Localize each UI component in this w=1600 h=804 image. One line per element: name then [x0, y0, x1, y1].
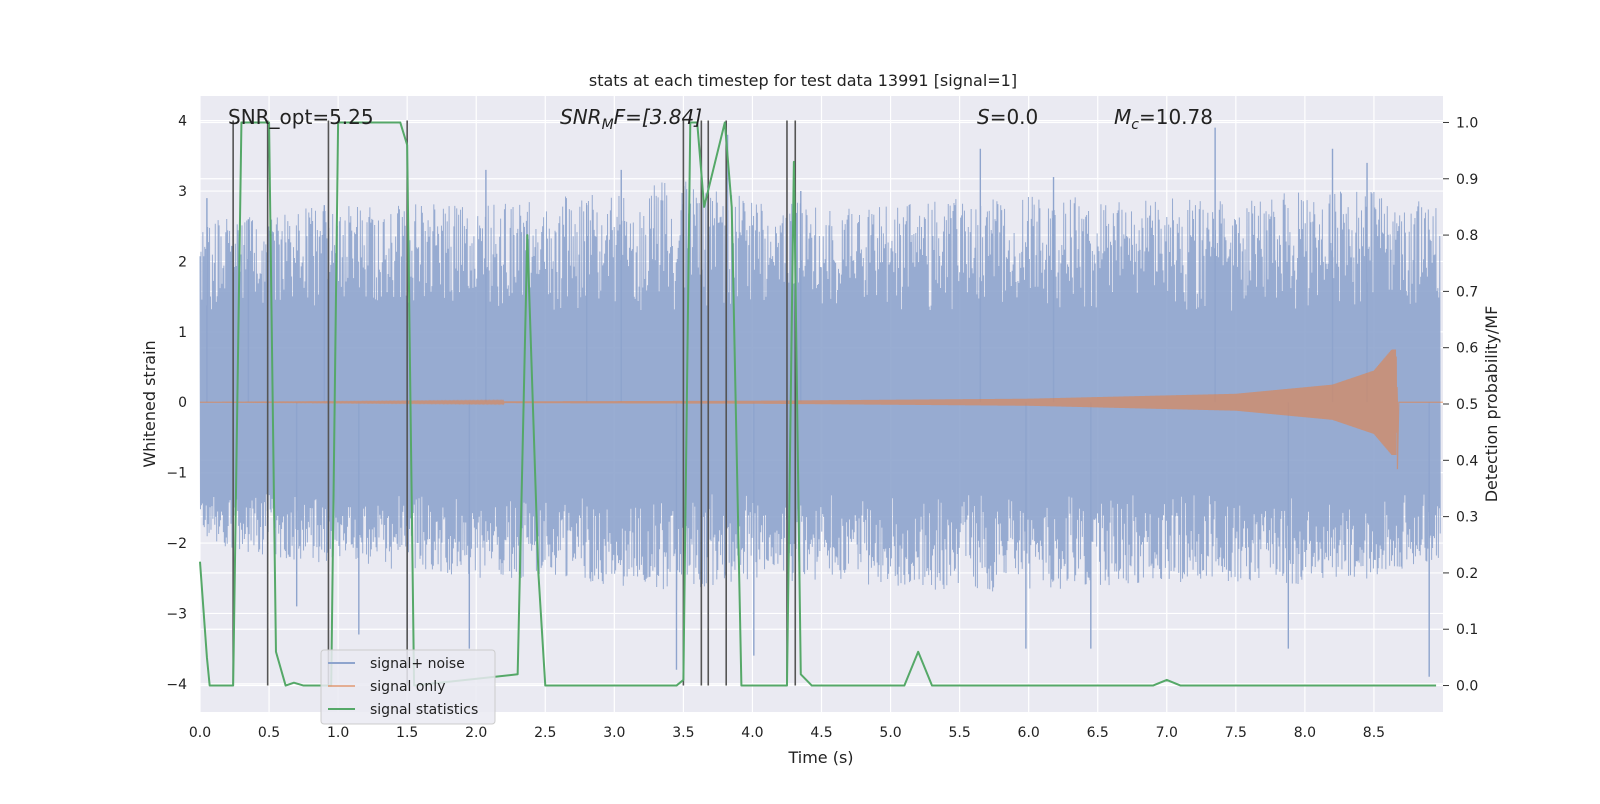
x-tick-label-14: 7.0	[1156, 725, 1178, 741]
y-right-tick-label-8: 0.2	[1456, 566, 1478, 582]
y-axis-left-ticks: 4 3 2 1 0 −1 −2 −3 −4	[166, 114, 187, 693]
annotation-mc: Mc=10.78	[1114, 105, 1213, 133]
x-tick-label-9: 4.5	[810, 725, 832, 741]
y-left-tick-label-6: −2	[166, 536, 187, 552]
y-right-tick-label-4: 0.6	[1456, 341, 1478, 357]
x-tick-label-4: 2.0	[465, 725, 487, 741]
x-tick-label-17: 8.5	[1363, 725, 1385, 741]
annotation-snr-mf-value: F=[3.84]	[614, 105, 702, 129]
stats-series	[199, 121, 1437, 687]
x-tick-label-7: 3.5	[672, 725, 694, 741]
y-right-tick-label-10: 0.0	[1456, 679, 1478, 695]
annotation-s-symbol: S	[977, 105, 990, 129]
y-left-tick-label-7: −3	[166, 606, 187, 622]
x-tick-label-1: 0.5	[258, 725, 280, 741]
x-tick-label-15: 7.5	[1225, 725, 1247, 741]
annotation-mc-value: =10.78	[1139, 105, 1213, 129]
y-right-tick-label-6: 0.4	[1456, 453, 1478, 469]
x-axis-label: Time (s)	[787, 748, 853, 767]
x-tick-label-0: 0.0	[189, 725, 211, 741]
annotation-s-value: =0.0	[990, 105, 1039, 129]
y-right-tick-label-0: 1.0	[1456, 115, 1478, 131]
legend: signal+ noise signal only signal statist…	[320, 649, 496, 725]
signal-series	[200, 349, 1443, 470]
chart-title: stats at each timestep for test data 139…	[589, 71, 1017, 90]
y-right-tick-label-3: 0.7	[1456, 284, 1478, 300]
annotation-snr-mf-subscript: M	[602, 117, 614, 133]
y-axis-right-ticks: 1.0 0.9 0.8 0.7 0.6 0.5 0.4 0.3 0.2 0.1 0.0	[1443, 115, 1478, 695]
x-tick-label-6: 3.0	[603, 725, 625, 741]
y-axis-left-label: Whitened strain	[140, 340, 159, 467]
x-tick-label-12: 6.0	[1018, 725, 1040, 741]
y-right-tick-label-2: 0.8	[1456, 228, 1478, 244]
annotation-snr-mf-symbol: SNR	[560, 105, 602, 129]
annotation-snr-opt: SNR_opt=5.25	[228, 105, 374, 129]
legend-box	[320, 649, 496, 725]
x-axis-ticks: 0.0 0.5 1.0 1.5 2.0 2.5 3.0 3.5 4.0 4.5 5.0 5.5 6.0 6…	[189, 725, 1385, 741]
x-tick-label-8: 4.0	[741, 725, 763, 741]
y-right-tick-label-7: 0.3	[1456, 510, 1478, 526]
x-tick-label-2: 1.0	[327, 725, 349, 741]
stats-trace	[199, 121, 1437, 687]
vertical-markers	[232, 120, 797, 686]
y-left-tick-label-2: 2	[178, 254, 187, 270]
y-right-tick-label-1: 0.9	[1456, 172, 1478, 188]
legend-label-stats: signal statistics	[370, 702, 478, 718]
annotation-snr-mf: SNRMF=[3.84]	[560, 105, 702, 133]
x-tick-label-5: 2.5	[534, 725, 556, 741]
y-right-tick-label-9: 0.1	[1456, 622, 1478, 638]
y-right-tick-label-5: 0.5	[1456, 397, 1478, 413]
x-tick-label-16: 8.0	[1294, 725, 1316, 741]
legend-label-noise: signal+ noise	[370, 656, 465, 672]
x-tick-label-10: 5.0	[879, 725, 901, 741]
legend-label-signal: signal only	[370, 679, 445, 695]
y-left-tick-label-3: 1	[178, 325, 187, 341]
x-tick-label-13: 6.5	[1087, 725, 1109, 741]
x-tick-label-11: 5.5	[948, 725, 970, 741]
y-left-tick-label-4: 0	[178, 395, 187, 411]
annotation-s: S=0.0	[977, 105, 1038, 129]
y-left-tick-label-8: −4	[166, 677, 187, 693]
annotation-mc-symbol: M	[1114, 105, 1131, 129]
y-axis-right-label: Detection probability/MF	[1482, 306, 1501, 503]
y-left-tick-label-0: 4	[178, 114, 187, 130]
y-left-tick-label-1: 3	[178, 184, 187, 200]
signal-trace	[200, 349, 1443, 470]
y-left-tick-label-5: −1	[166, 466, 187, 482]
x-tick-label-3: 1.5	[396, 725, 418, 741]
annotation-mc-subscript: c	[1131, 117, 1139, 133]
